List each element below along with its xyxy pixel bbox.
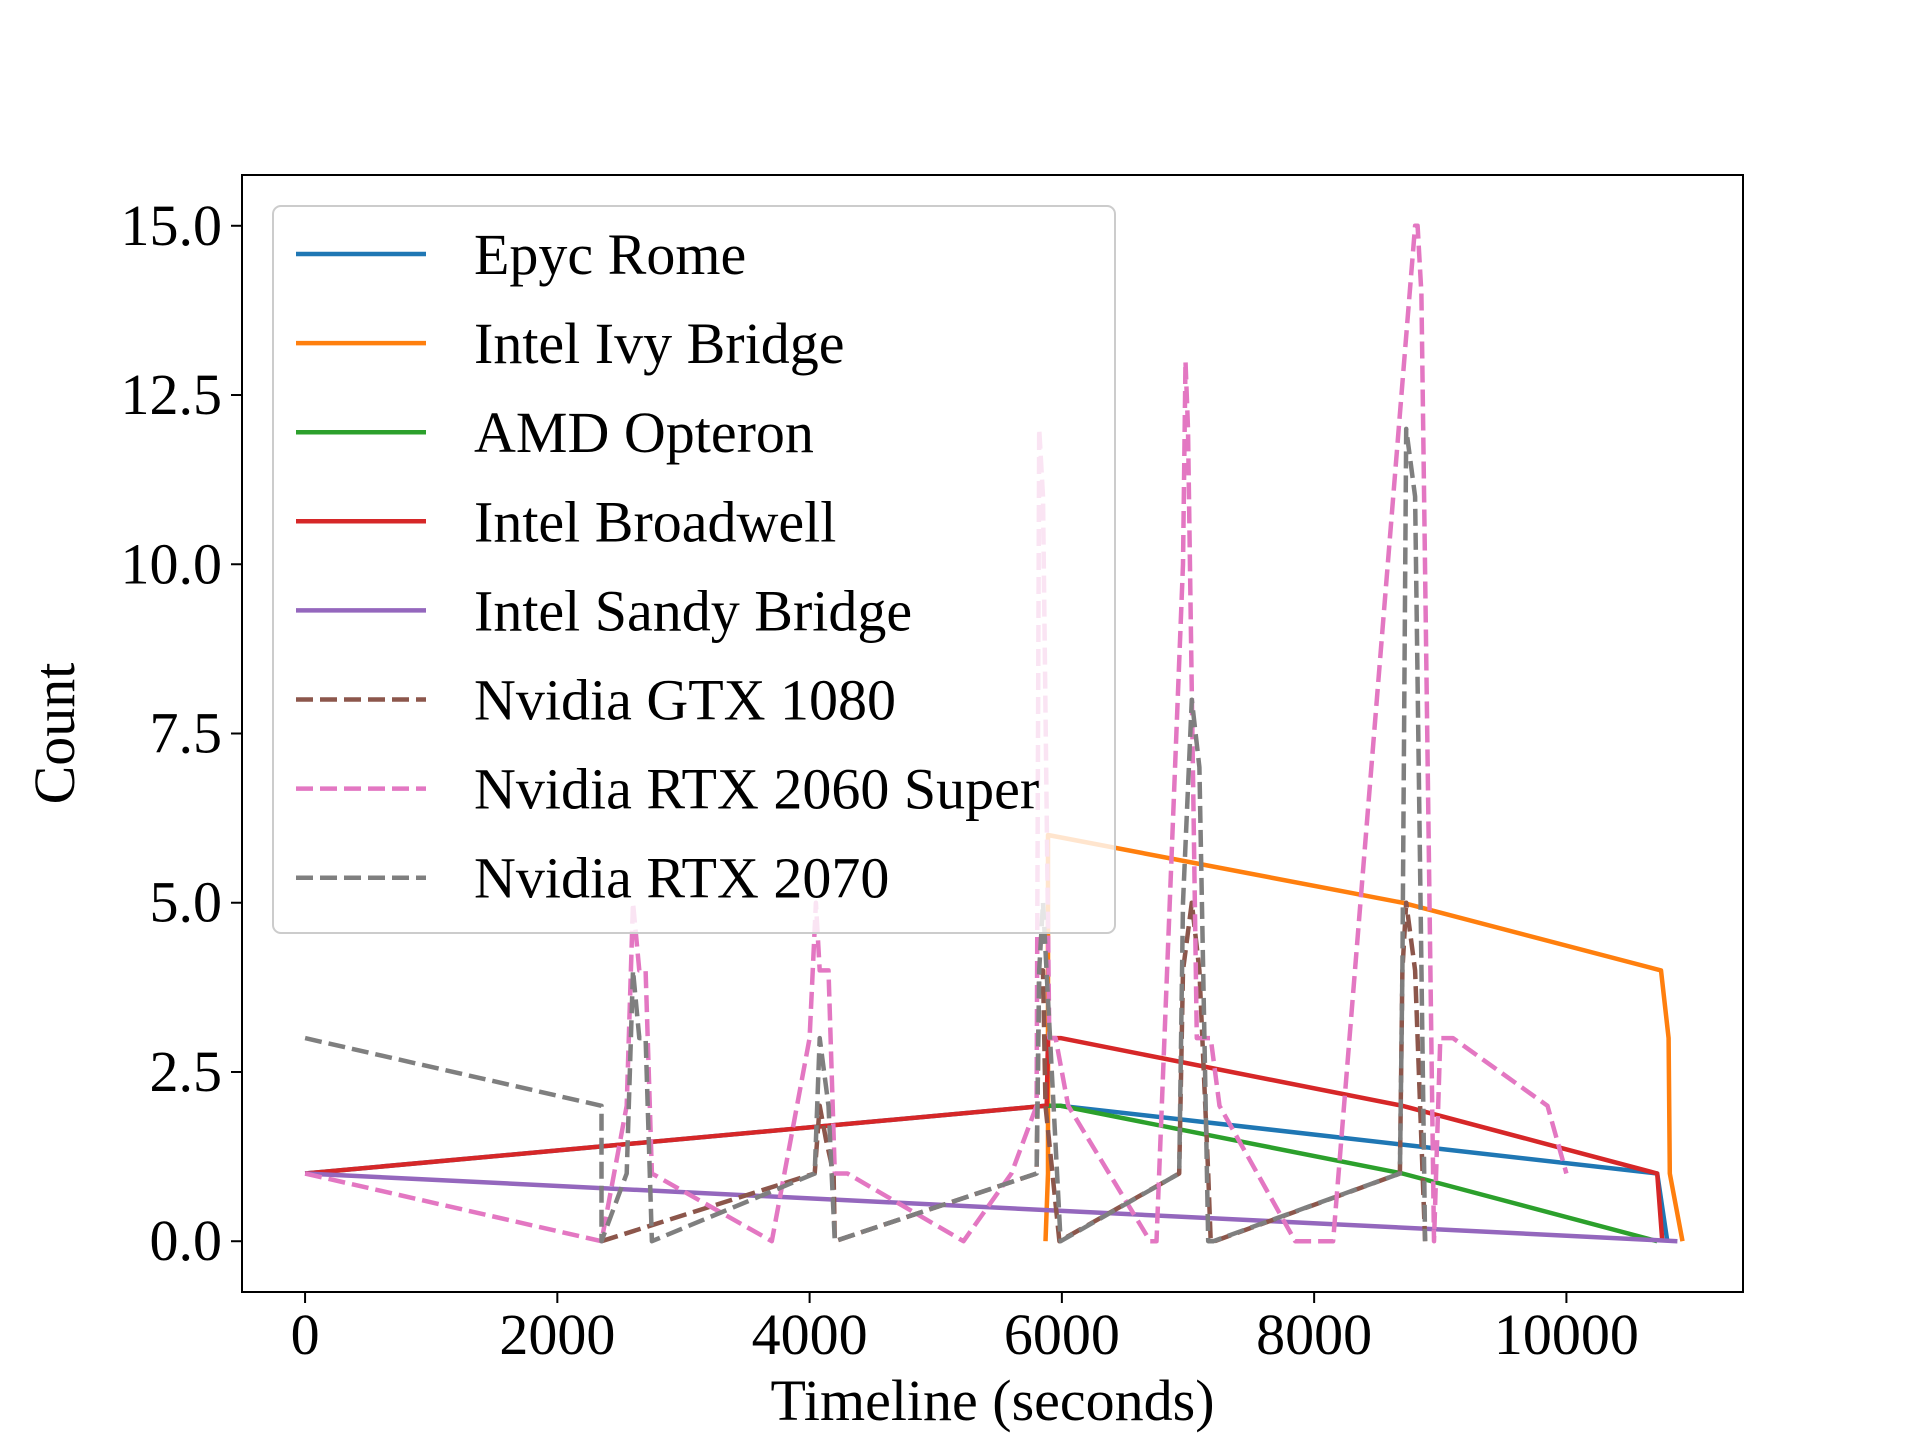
y-tick-label: 15.0 xyxy=(121,193,223,258)
legend-label: Intel Sandy Bridge xyxy=(474,578,912,643)
series-layer xyxy=(304,223,1685,1244)
x-axis-label: Timeline (seconds) xyxy=(770,1368,1214,1433)
y-tick-label: 7.5 xyxy=(150,701,223,766)
x-tick-label: 8000 xyxy=(1256,1302,1372,1367)
x-tick-label: 6000 xyxy=(1004,1302,1120,1367)
legend-label: Nvidia RTX 2070 xyxy=(474,846,889,911)
y-axis: 0.0 2.5 5.0 7.5 10.0 12.5 15.0 xyxy=(121,193,242,1273)
legend-label: Nvidia RTX 2060 Super xyxy=(474,757,1039,822)
legend-box xyxy=(272,205,1116,934)
legend-label: Intel Ivy Bridge xyxy=(474,311,844,376)
y-tick-label: 12.5 xyxy=(121,362,223,427)
y-tick-label: 0.0 xyxy=(150,1208,223,1273)
legend-label: Nvidia GTX 1080 xyxy=(474,668,896,733)
y-tick-label: 10.0 xyxy=(121,531,223,596)
x-axis: 0 2000 4000 6000 8000 10000 xyxy=(291,1292,1639,1367)
x-tick-label: 0 xyxy=(291,1302,320,1367)
legend: Epyc Rome Intel Ivy Bridge AMD Opteron Inte… xyxy=(272,205,1116,934)
series-line-6 xyxy=(304,223,1569,1244)
y-tick-label: 5.0 xyxy=(150,870,223,935)
series-line-4 xyxy=(304,1171,1678,1244)
series-line-7 xyxy=(304,426,1428,1244)
legend-label: AMD Opteron xyxy=(474,400,814,465)
x-tick-label: 10000 xyxy=(1494,1302,1639,1367)
x-tick-label: 4000 xyxy=(752,1302,868,1367)
y-tick-label: 2.5 xyxy=(150,1039,223,1104)
y-axis-label: Count xyxy=(22,663,87,805)
legend-label: Intel Broadwell xyxy=(474,489,836,554)
x-tick-label: 2000 xyxy=(499,1302,615,1367)
legend-label: Epyc Rome xyxy=(474,222,746,287)
